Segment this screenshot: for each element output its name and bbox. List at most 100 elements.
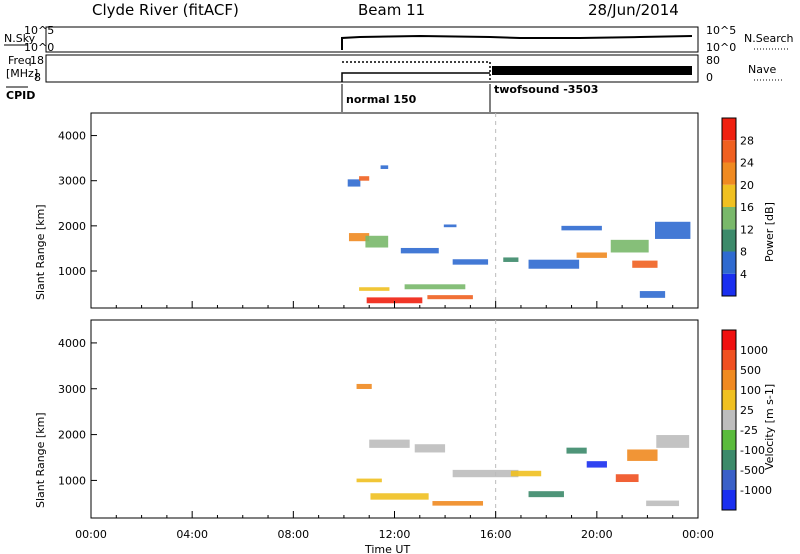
vel-blob-6: [528, 491, 564, 498]
power-blob-10: [610, 239, 649, 253]
nave-tick-bottom: 0: [706, 71, 713, 84]
power-cbar-tick-0: 4: [740, 268, 747, 281]
noise-right-tick-bottom: 10^0: [706, 41, 736, 54]
velocity-cbar-label: Velocity [m s-1]: [763, 384, 776, 470]
vel-blob-5: [452, 469, 519, 478]
nave-band: [492, 66, 692, 75]
vel-cbar-tick-0: 1000: [740, 344, 768, 357]
vel-ytick-label-0: 1000: [58, 474, 86, 487]
xaxis-title: Time UT: [364, 543, 410, 554]
power-ylabel: Slant Range [km]: [34, 204, 47, 300]
power-blob-13: [347, 179, 361, 187]
vel-cbar-tick-4: -25: [740, 424, 758, 437]
vel-cbar-tick-6: -500: [740, 464, 765, 477]
vel-cbar-swatch-7: [722, 350, 736, 370]
power-ytick-label-0: 1000: [58, 265, 86, 278]
power-blob-16: [443, 224, 457, 228]
vel-cbar-tick-5: -100: [740, 444, 765, 457]
vel-blob-9: [627, 449, 658, 461]
vel-cbar-swatch-6: [722, 370, 736, 390]
vel-cbar-swatch-0: [722, 490, 736, 510]
power-blob-12: [655, 221, 691, 239]
freq-panel: Freq. [MHz] 18 8 80 0 Nave: [6, 54, 784, 84]
power-blob-8: [528, 259, 580, 269]
power-panel: 1000 2000 3000 4000 Slant Range [km]: [34, 112, 699, 309]
power-blob-6: [400, 247, 439, 254]
power-cbar-swatch-3: [722, 207, 736, 230]
power-blob-2: [359, 287, 390, 291]
vel-blob-14: [646, 500, 680, 507]
vel-blob-13: [510, 470, 542, 477]
vel-blob-12: [356, 383, 372, 389]
vel-cbar-tick-3: 25: [740, 404, 754, 417]
xtick-label-2: 08:00: [277, 528, 309, 541]
power-cbar-label: Power [dB]: [763, 202, 776, 262]
noise-panel: N.Sky 10^5 10^0 10^5 10^0 N.Search: [4, 24, 794, 54]
power-blob-3: [404, 284, 466, 290]
power-blob-11: [632, 260, 658, 268]
noise-tick-bottom: 10^0: [24, 41, 54, 54]
power-cbar-swatch-7: [722, 118, 736, 141]
power-blob-14: [359, 176, 370, 181]
power-cbar-tick-3: 16: [740, 201, 754, 214]
vel-cbar-swatch-4: [722, 410, 736, 430]
freq-trace: [341, 72, 490, 82]
vel-blob-1: [432, 501, 484, 506]
power-cbar-swatch-1: [722, 251, 736, 274]
vel-cbar-tick-1: 500: [740, 364, 761, 377]
vel-cbar-swatch-1: [722, 470, 736, 490]
freq-label-2: [MHz]: [6, 67, 38, 80]
power-ytick-label-1: 2000: [58, 220, 86, 233]
vel-blob-8: [586, 461, 607, 468]
power-blob-4: [348, 233, 370, 242]
power-cbar-tick-6: 28: [740, 134, 754, 147]
vel-blob-10: [615, 474, 639, 483]
power-cbar-swatch-6: [722, 140, 736, 163]
noise-right-tick-top: 10^5: [706, 24, 736, 37]
power-blob-1: [427, 295, 473, 300]
cpid-segment-1: normal 150: [346, 93, 417, 106]
xtick-label-6: 00:00: [682, 528, 714, 541]
xtick-label-0: 00:00: [75, 528, 107, 541]
power-data: [347, 113, 691, 308]
vel-blob-11: [656, 435, 690, 448]
vel-blob-7: [566, 447, 587, 454]
nsearch-label: N.Search: [744, 32, 794, 45]
vel-cbar-swatch-3: [722, 430, 736, 450]
power-ytick-label-2: 3000: [58, 175, 86, 188]
power-cbar-swatch-2: [722, 229, 736, 252]
velocity-data: [356, 320, 690, 518]
power-blob-9: [576, 252, 607, 258]
xtick-label-3: 12:00: [379, 528, 411, 541]
freq-label-1: Freq.: [8, 54, 35, 67]
power-blob-19: [639, 291, 666, 298]
power-blob-15: [380, 165, 389, 169]
xtick-label-4: 16:00: [480, 528, 512, 541]
power-cbar-swatch-5: [722, 162, 736, 185]
vel-ytick-label-2: 3000: [58, 383, 86, 396]
nave-tick-top: 80: [706, 54, 720, 67]
vel-blob-3: [369, 439, 410, 448]
cpid-row: CPID normal 150 twofsound -3503: [6, 83, 598, 112]
beam-title: Beam 11: [358, 1, 425, 19]
power-colorbar: Power [dB] 4 8 12 16 20 24 28: [721, 117, 776, 297]
power-cbar-tick-5: 24: [740, 157, 754, 170]
power-cbar-swatch-4: [722, 184, 736, 207]
date-title: 28/Jun/2014: [588, 1, 679, 19]
nsky-trace: [341, 34, 693, 50]
power-blob-0: [366, 297, 423, 304]
nsky-label: N.Sky: [4, 32, 36, 45]
vel-blob-2: [356, 478, 382, 483]
power-blob-5: [365, 235, 389, 248]
vel-blob-0: [370, 493, 429, 500]
power-cbar-swatch-0: [722, 273, 736, 296]
power-cbar-tick-1: 8: [740, 246, 747, 259]
freq-tick-bottom: 8: [34, 71, 41, 84]
power-cbar-tick-4: 20: [740, 179, 754, 192]
power-ytick-label-3: 4000: [58, 130, 86, 143]
vel-cbar-swatch-8: [722, 330, 736, 350]
cpid-segment-2: twofsound -3503: [494, 83, 598, 96]
cpid-label: CPID: [6, 89, 35, 102]
vel-cbar-swatch-5: [722, 390, 736, 410]
